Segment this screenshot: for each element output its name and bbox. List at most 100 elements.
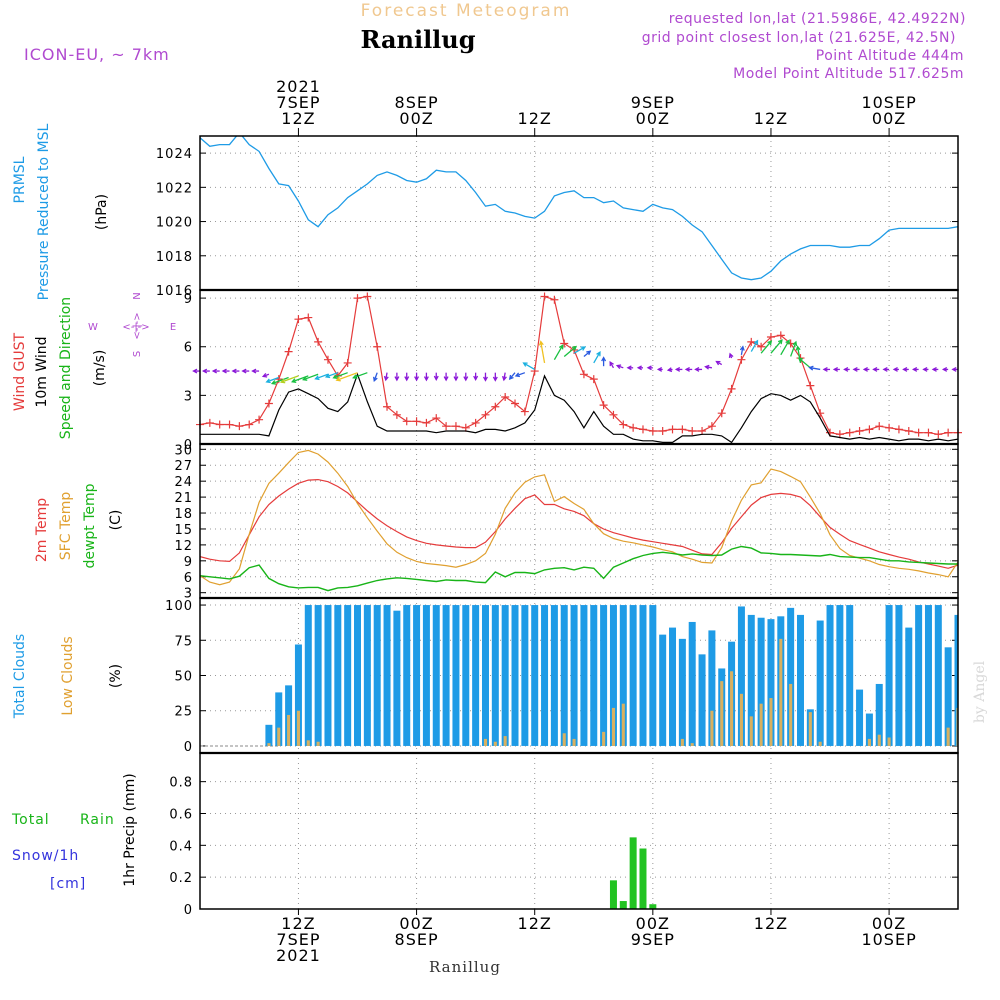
wind-label-unit: (m/s): [92, 350, 108, 387]
gust-marker: [658, 427, 667, 436]
wind-arrow: [394, 372, 400, 382]
wind-arrow-head: [902, 366, 908, 372]
wind-arrow-head: [596, 351, 601, 357]
wind-arrow-shaft: [325, 372, 339, 378]
wind-arrow-shaft: [281, 375, 299, 383]
cloud-label-low: Low Clouds: [60, 636, 76, 715]
low-cloud-bar: [316, 741, 320, 746]
total-cloud-bar: [452, 605, 460, 746]
wind-arrow: [279, 375, 299, 384]
wind-arrow-head: [443, 376, 449, 382]
gust-marker: [284, 347, 293, 356]
top-time-label: 00Z: [872, 109, 906, 128]
bottom-time-label: 7SEP: [276, 930, 320, 949]
gust-marker: [609, 410, 618, 419]
wind-arrow: [352, 372, 368, 380]
gust-marker: [363, 292, 372, 301]
wind-arrow: [601, 356, 607, 367]
cloud-label-unit: (%): [108, 664, 124, 688]
wind-arrow-head: [739, 345, 745, 351]
total-cloud-bar: [383, 605, 391, 746]
clouds-ytick-label: 50: [174, 670, 193, 685]
wind-arrow-head: [522, 362, 528, 367]
wind-arrow-head: [538, 340, 544, 346]
wind-arrow-shaft: [373, 372, 378, 381]
pressure-frame: [199, 135, 959, 291]
clouds-ytick-label: 25: [174, 705, 193, 720]
compass-n: N: [132, 292, 143, 299]
wind-arrow: [270, 376, 289, 385]
total-cloud-bar: [885, 605, 893, 746]
gust-marker: [373, 342, 382, 351]
wind-frame: [199, 289, 959, 445]
total-cloud-bar: [403, 605, 411, 746]
clouds-ytick-label: 75: [174, 634, 193, 649]
bottom-time-label: 8SEP: [395, 930, 439, 949]
wind-arrow-head: [728, 352, 734, 358]
gust-marker: [383, 402, 392, 411]
total-cloud-bar: [363, 605, 371, 746]
compass-s: S: [132, 351, 143, 357]
wind-arrow-head: [922, 366, 928, 372]
wind-arrow: [674, 366, 683, 372]
wind-arrow-shaft: [760, 340, 772, 354]
gust-marker: [806, 381, 815, 390]
wind-arrow: [522, 362, 536, 370]
top-time-label: 12Z: [518, 109, 552, 128]
wind-arrow: [463, 372, 469, 382]
temp-label-2m: 2m Temp: [34, 498, 50, 562]
gust-marker: [589, 375, 598, 384]
wind-arrow-shaft: [809, 366, 821, 371]
location-title: Ranillug: [360, 25, 475, 54]
wind-arrow-head: [211, 368, 217, 374]
wind-arrow-shaft: [353, 372, 368, 379]
gust-marker: [501, 392, 510, 401]
rain-bar: [609, 880, 617, 909]
temperature-ytick-label: 12: [174, 539, 193, 554]
rain-bar: [629, 837, 637, 909]
total-cloud-bar: [413, 605, 421, 746]
pressure-label-unit: (hPa): [94, 194, 110, 230]
wind-arrow: [684, 366, 693, 372]
total-cloud-bar: [954, 614, 958, 746]
grid-point-coords: grid point closest lon,lat (21.625E, 42.…: [642, 30, 956, 46]
wind-arrow-head: [808, 365, 814, 371]
total-cloud-bar: [826, 605, 834, 746]
gust-marker: [264, 399, 273, 408]
wind-arrow: [373, 372, 378, 383]
cloud-panel-labels: Total Clouds Low Clouds (%): [12, 634, 124, 719]
total-cloud-bar: [678, 638, 686, 746]
temperature-ytick-label: 6: [184, 571, 193, 586]
wind-arrow-head: [872, 366, 878, 372]
gust-marker: [668, 425, 677, 434]
clouds-ytick-label: 0: [184, 740, 193, 755]
wind-arrow-shaft: [563, 346, 577, 357]
total-cloud-bar: [275, 692, 283, 746]
rain-bar: [619, 901, 627, 909]
total-cloud-bar: [324, 605, 332, 746]
wind-arrow: [882, 366, 890, 372]
top-time-label: 2021: [276, 77, 321, 96]
wind-arrow: [770, 339, 783, 354]
wind-arrow-head: [666, 367, 673, 373]
panels: 1016101810201022102403693691215182124273…: [156, 135, 962, 918]
gust-marker: [648, 427, 657, 436]
wind-arrow-head: [314, 375, 320, 381]
wind-arrow-head: [324, 373, 331, 379]
gust-marker: [255, 415, 264, 424]
wind-arrow-head: [832, 366, 839, 372]
t2m-line: [200, 478, 958, 569]
wind-arrow: [852, 366, 860, 372]
wind-arrow-head: [862, 366, 868, 372]
wind-arrow: [383, 372, 389, 382]
bottom-time-label: 12Z: [281, 914, 315, 933]
gust-marker: [629, 423, 638, 432]
wind-arrow: [704, 364, 713, 370]
total-cloud-bar: [472, 605, 480, 746]
total-cloud-bar: [491, 605, 499, 746]
wind-arrow: [715, 360, 723, 366]
total-cloud-bar: [570, 605, 578, 746]
wind-arrow: [514, 372, 526, 378]
wind-arrow-shaft: [315, 373, 329, 380]
